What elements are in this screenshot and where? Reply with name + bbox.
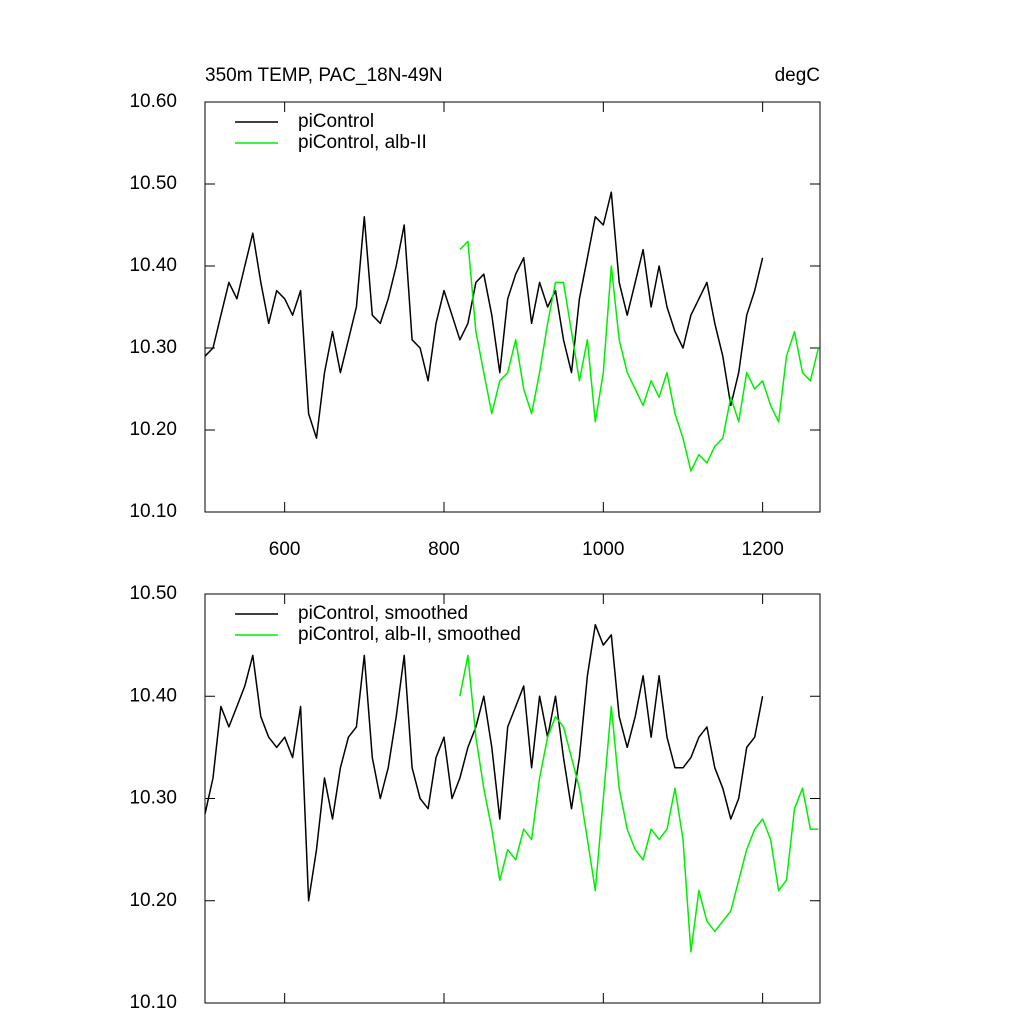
y-tick-label: 10.10 (129, 501, 177, 522)
series-line (204, 191, 764, 439)
y-tick-label: 10.40 (129, 685, 177, 706)
y-tick-label: 10.50 (129, 173, 177, 194)
y-tick-label: 10.60 (129, 91, 177, 112)
y-tick-label: 10.20 (129, 419, 177, 440)
legend-label: piControl (298, 111, 374, 132)
plot-frame (204, 593, 821, 1004)
series-line (204, 623, 764, 902)
series-line (459, 654, 819, 953)
chart-title: 350m TEMP, PAC_18N-49N (205, 65, 443, 86)
x-tick-label: 1200 (742, 539, 784, 560)
y-tick-label: 10.10 (129, 992, 177, 1013)
plot-frame (204, 101, 821, 513)
legend-label: piControl, smoothed (298, 603, 468, 624)
series-line (459, 240, 820, 472)
y-tick-label: 10.30 (129, 337, 177, 358)
y-tick-label: 10.20 (129, 890, 177, 911)
y-tick-label: 10.30 (129, 788, 177, 809)
x-tick-label: 600 (269, 539, 301, 560)
units-label: degC (775, 65, 820, 86)
legend-label: piControl, alb-II, smoothed (298, 624, 521, 645)
legend-label: piControl, alb-II (298, 132, 427, 153)
x-tick-label: 1000 (582, 539, 624, 560)
y-tick-label: 10.40 (129, 255, 177, 276)
y-tick-label: 10.50 (129, 583, 177, 604)
x-tick-label: 800 (428, 539, 460, 560)
